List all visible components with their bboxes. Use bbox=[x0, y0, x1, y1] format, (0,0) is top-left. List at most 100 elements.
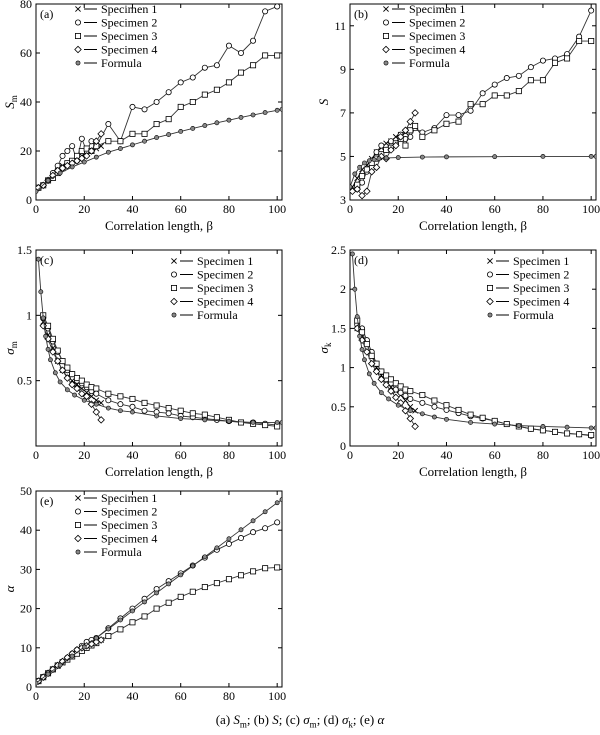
data-point bbox=[201, 411, 208, 418]
data-point bbox=[376, 156, 382, 162]
data-point bbox=[431, 403, 438, 410]
data-point bbox=[407, 395, 414, 402]
y-axis-label-sub: m bbox=[9, 95, 19, 102]
data-point bbox=[201, 64, 208, 71]
data-point bbox=[274, 107, 280, 113]
data-point bbox=[129, 130, 136, 137]
data-point bbox=[213, 414, 220, 421]
data-point bbox=[105, 626, 111, 632]
data-point bbox=[189, 99, 196, 106]
data-point bbox=[363, 341, 370, 348]
x-tick-label: 100 bbox=[582, 448, 600, 462]
data-point bbox=[39, 322, 48, 330]
legend-entry: Specimen 2 bbox=[513, 268, 569, 282]
data-point bbox=[73, 384, 81, 393]
legend-marker bbox=[171, 312, 177, 318]
data-point bbox=[49, 348, 57, 356]
legend-entry: Specimen 4 bbox=[513, 295, 569, 309]
data-point bbox=[455, 118, 462, 125]
caption-part: S bbox=[233, 712, 240, 727]
data-point bbox=[350, 251, 355, 257]
legend-entry: Specimen 4 bbox=[197, 295, 253, 309]
data-point bbox=[165, 405, 172, 412]
data-point bbox=[363, 166, 370, 173]
data-point bbox=[576, 431, 583, 438]
data-point bbox=[366, 371, 372, 377]
data-point bbox=[588, 432, 595, 439]
data-point bbox=[129, 395, 136, 402]
y-axis-label: α bbox=[2, 584, 17, 592]
data-point bbox=[178, 572, 184, 578]
legend-marker bbox=[75, 495, 81, 501]
data-point bbox=[213, 580, 220, 587]
series-group bbox=[36, 497, 282, 686]
data-point bbox=[142, 138, 147, 144]
data-point bbox=[262, 8, 269, 15]
x-tick-label: 60 bbox=[489, 448, 501, 462]
data-point bbox=[189, 588, 196, 595]
y-axis-label-main: S bbox=[2, 102, 17, 109]
data-point bbox=[88, 384, 95, 391]
data-point bbox=[387, 376, 394, 383]
data-point bbox=[366, 158, 372, 164]
legend-marker bbox=[75, 19, 82, 26]
legend-marker bbox=[75, 522, 82, 529]
legend-marker bbox=[486, 284, 493, 291]
data-point bbox=[141, 106, 148, 113]
legend-marker bbox=[75, 33, 82, 40]
data-point bbox=[377, 375, 386, 384]
data-point bbox=[402, 142, 409, 149]
series-line-specimen-2 bbox=[356, 10, 592, 190]
caption-part: m bbox=[309, 719, 317, 730]
data-point bbox=[492, 154, 498, 160]
data-point bbox=[250, 568, 257, 575]
data-point bbox=[274, 500, 280, 506]
data-point bbox=[411, 422, 419, 431]
data-point bbox=[202, 417, 208, 423]
data-point bbox=[105, 121, 112, 128]
legend-marker bbox=[487, 312, 493, 318]
data-point bbox=[564, 430, 571, 437]
data-point bbox=[118, 408, 123, 414]
legend-entry: Specimen 2 bbox=[101, 505, 157, 519]
data-point bbox=[503, 92, 510, 99]
data-point bbox=[78, 389, 86, 398]
legend-entry: Specimen 1 bbox=[101, 2, 157, 16]
data-point bbox=[262, 525, 269, 532]
data-point bbox=[527, 64, 534, 71]
legend-entry: Formula bbox=[513, 308, 554, 322]
data-point bbox=[373, 149, 380, 156]
data-point bbox=[177, 407, 184, 414]
legend-marker bbox=[74, 534, 82, 543]
data-point bbox=[406, 414, 415, 423]
data-point bbox=[153, 402, 160, 409]
data-point bbox=[354, 314, 360, 320]
data-point bbox=[362, 160, 367, 166]
data-point bbox=[274, 420, 280, 425]
data-point bbox=[73, 157, 81, 165]
data-point bbox=[387, 387, 395, 395]
data-point bbox=[362, 357, 367, 363]
y-tick-label: 9 bbox=[340, 62, 346, 76]
data-point bbox=[363, 348, 371, 356]
data-point bbox=[97, 130, 105, 138]
legend-marker bbox=[382, 45, 390, 54]
caption-part: m bbox=[239, 719, 247, 730]
data-point bbox=[491, 92, 498, 99]
legend-marker bbox=[75, 508, 82, 515]
data-point bbox=[36, 189, 39, 194]
legend-marker bbox=[75, 6, 81, 12]
data-point bbox=[59, 152, 66, 159]
legend-marker bbox=[487, 258, 493, 264]
data-point bbox=[467, 411, 474, 418]
data-point bbox=[53, 166, 62, 175]
series-line-specimen-3 bbox=[42, 315, 278, 427]
x-tick-label: 40 bbox=[126, 202, 138, 216]
data-point bbox=[166, 581, 172, 587]
legend-entry: Formula bbox=[101, 56, 142, 70]
data-point bbox=[36, 256, 41, 262]
data-point bbox=[407, 403, 414, 410]
data-point bbox=[93, 390, 100, 397]
legend-entry: Specimen 3 bbox=[409, 29, 465, 43]
